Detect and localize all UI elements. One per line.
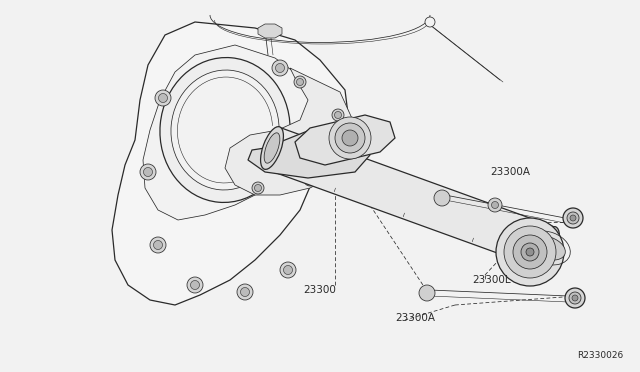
Circle shape — [154, 241, 163, 250]
Circle shape — [284, 140, 300, 156]
Circle shape — [569, 292, 581, 304]
Circle shape — [572, 295, 578, 301]
Ellipse shape — [260, 126, 284, 169]
Polygon shape — [225, 68, 355, 195]
Polygon shape — [143, 45, 320, 220]
Ellipse shape — [264, 133, 280, 163]
Polygon shape — [264, 127, 556, 269]
Circle shape — [425, 17, 435, 27]
Text: 23300A: 23300A — [395, 313, 435, 323]
Ellipse shape — [335, 123, 365, 153]
Circle shape — [294, 76, 306, 88]
Polygon shape — [248, 130, 370, 178]
Circle shape — [275, 64, 285, 73]
Ellipse shape — [496, 218, 564, 286]
Ellipse shape — [171, 70, 279, 190]
Polygon shape — [258, 24, 282, 38]
Circle shape — [241, 288, 250, 296]
Circle shape — [287, 144, 296, 153]
Circle shape — [284, 266, 292, 275]
Polygon shape — [112, 22, 350, 305]
Circle shape — [492, 202, 499, 208]
Circle shape — [252, 182, 264, 194]
Circle shape — [304, 174, 316, 186]
Circle shape — [237, 284, 253, 300]
Ellipse shape — [513, 235, 547, 269]
Circle shape — [488, 198, 502, 212]
Text: 23300L: 23300L — [472, 275, 511, 285]
Ellipse shape — [342, 130, 358, 146]
Circle shape — [296, 78, 303, 86]
Text: R2330026: R2330026 — [577, 350, 623, 359]
Circle shape — [280, 262, 296, 278]
Circle shape — [563, 208, 583, 228]
Circle shape — [332, 109, 344, 121]
Circle shape — [187, 277, 203, 293]
Ellipse shape — [329, 117, 371, 159]
Ellipse shape — [526, 248, 534, 256]
Circle shape — [191, 280, 200, 289]
Circle shape — [159, 93, 168, 103]
Circle shape — [255, 185, 262, 192]
Ellipse shape — [160, 58, 290, 202]
Circle shape — [272, 60, 288, 76]
Circle shape — [335, 112, 342, 119]
Circle shape — [565, 288, 585, 308]
Ellipse shape — [536, 227, 559, 269]
Circle shape — [419, 285, 435, 301]
Circle shape — [150, 237, 166, 253]
Circle shape — [143, 167, 152, 176]
Polygon shape — [295, 115, 395, 165]
Circle shape — [570, 215, 576, 221]
Text: 23300: 23300 — [303, 285, 337, 295]
Ellipse shape — [521, 243, 539, 261]
Ellipse shape — [504, 226, 556, 278]
Ellipse shape — [531, 236, 565, 260]
Circle shape — [155, 90, 171, 106]
Circle shape — [337, 157, 344, 164]
Text: 23300A: 23300A — [490, 167, 530, 177]
Circle shape — [434, 190, 450, 206]
Circle shape — [567, 212, 579, 224]
Circle shape — [140, 164, 156, 180]
Circle shape — [334, 154, 346, 166]
Circle shape — [307, 176, 314, 183]
